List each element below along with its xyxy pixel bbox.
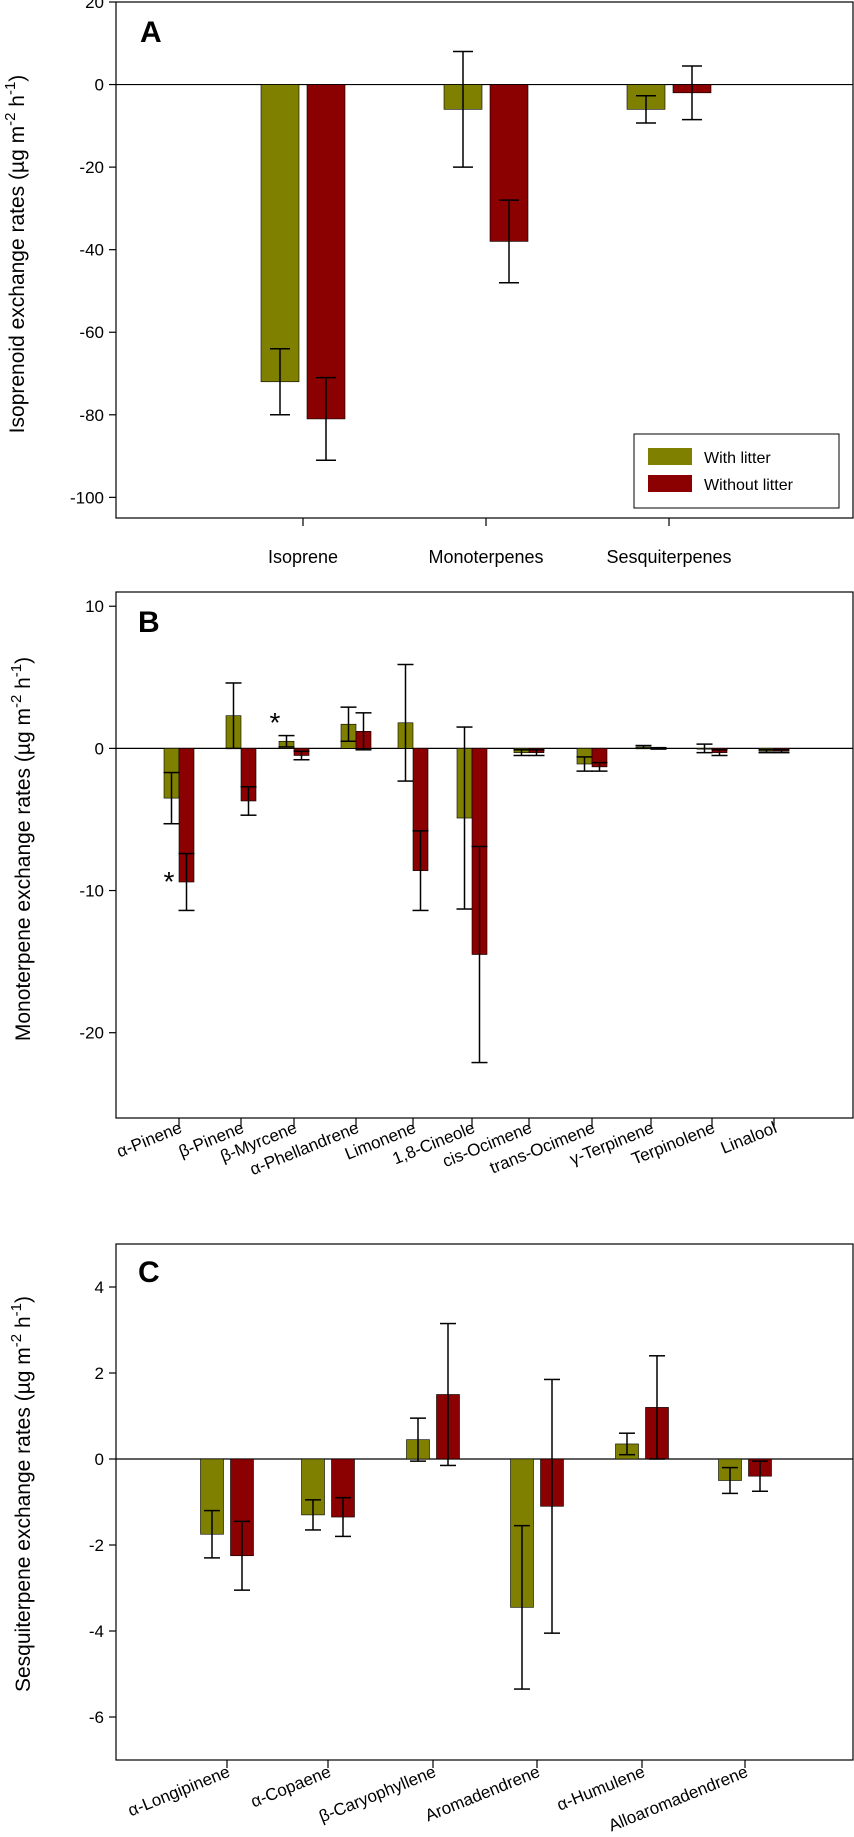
panel-letter: B xyxy=(138,606,160,639)
legend-box xyxy=(633,433,840,509)
panel-a: A 20 0 -20 -40 -60 -80 -100 Isoprenoid exchange … xyxy=(2,0,854,567)
y-tick-label: 10 xyxy=(85,597,104,616)
y-tick-label: 4 xyxy=(95,1278,104,1297)
legend-swatch-with-litter xyxy=(648,448,692,465)
y-tick-label: -40 xyxy=(79,241,104,260)
legend-label-without-litter: Without litter xyxy=(704,477,794,494)
plot-frame xyxy=(115,591,854,1119)
y-tick-label: 2 xyxy=(95,1364,104,1383)
x-tick-label: α-Pinene xyxy=(114,1118,185,1161)
panel-c: C 4 2 0 -2 -4 -6 Sesquiterpene exchange rates (… xyxy=(8,1243,854,1835)
y-axis-label-ylabel-sup1: -2 xyxy=(8,695,25,708)
y-tick-label: -6 xyxy=(89,1708,104,1727)
x-tick-label: Linalool xyxy=(718,1118,779,1158)
significance-asterisk: * xyxy=(270,707,281,738)
y-axis-label: Isoprenoid exchange rates (µg m-2 h-1) xyxy=(2,75,29,434)
y-tick-label: 0 xyxy=(95,739,104,758)
y-axis-label-ylabel-sup2: -1 xyxy=(8,1303,25,1316)
x-tick-label: α-Longipinene xyxy=(125,1762,232,1820)
y-axis-label-ylabel-mid: h xyxy=(6,95,29,113)
y-axis-label-ylabel-end: ) xyxy=(12,657,35,664)
bar-without-litter xyxy=(306,84,346,420)
x-tick-label: Isoprene xyxy=(268,547,338,567)
y-tick-label: 20 xyxy=(85,0,104,12)
y-axis-label: Monoterpene exchange rates (µg m-2 h-1) xyxy=(8,657,35,1041)
y-tick-label: 0 xyxy=(95,1450,104,1469)
y-axis-label-ylabel-main: Monoterpene exchange rates (µg m xyxy=(12,708,35,1041)
panel-b: B 10 0 -10 -20 Monoterpene exchange rates (µg… xyxy=(8,591,854,1179)
y-tick-label: -60 xyxy=(79,323,104,342)
y-axis-label: Sesquiterpene exchange rates (µg m-2 h-1… xyxy=(8,1296,35,1692)
plot-frame xyxy=(115,1243,854,1761)
y-tick-label: -80 xyxy=(79,406,104,425)
legend-label-with-litter: With litter xyxy=(704,450,771,467)
y-tick-label: -10 xyxy=(79,882,104,901)
y-tick-label: -2 xyxy=(89,1536,104,1555)
y-axis-label-ylabel-mid: h xyxy=(12,677,35,695)
significance-asterisk: * xyxy=(164,866,175,897)
x-tick-label: β-Caryophyllene xyxy=(316,1762,438,1826)
y-tick-label: -20 xyxy=(79,1024,104,1043)
y-axis-label-ylabel-sup2: -1 xyxy=(2,82,19,95)
legend-swatch-without-litter xyxy=(648,475,692,492)
panel-letter: A xyxy=(140,16,162,49)
bar-with-litter xyxy=(260,84,300,383)
y-axis-label-ylabel-sup1: -2 xyxy=(2,113,19,126)
x-tick-label: Sesquiterpenes xyxy=(606,547,731,567)
y-tick-label: -4 xyxy=(89,1622,104,1641)
x-tick-label: α-Copaene xyxy=(248,1762,333,1811)
y-tick-label: -100 xyxy=(70,488,104,507)
y-axis-label-ylabel-main: Sesquiterpene exchange rates (µg m xyxy=(12,1347,35,1692)
y-axis-label-ylabel-mid: h xyxy=(12,1316,35,1334)
y-tick-label: -20 xyxy=(79,158,104,177)
y-axis-label-ylabel-main: Isoprenoid exchange rates (µg m xyxy=(6,126,29,433)
y-axis-label-ylabel-sup2: -1 xyxy=(8,664,25,677)
legend: With litter Without litter xyxy=(633,433,840,509)
plot-frame xyxy=(115,1,854,519)
x-tick-label: Aromadendrene xyxy=(422,1762,542,1825)
y-axis-label-ylabel-end: ) xyxy=(6,75,29,82)
y-axis-label-ylabel-sup1: -2 xyxy=(8,1334,25,1347)
x-tick-label: Monoterpenes xyxy=(428,547,543,567)
panel-letter: C xyxy=(138,1256,160,1289)
y-tick-label: 0 xyxy=(95,76,104,95)
y-axis-label-ylabel-end: ) xyxy=(12,1296,35,1303)
